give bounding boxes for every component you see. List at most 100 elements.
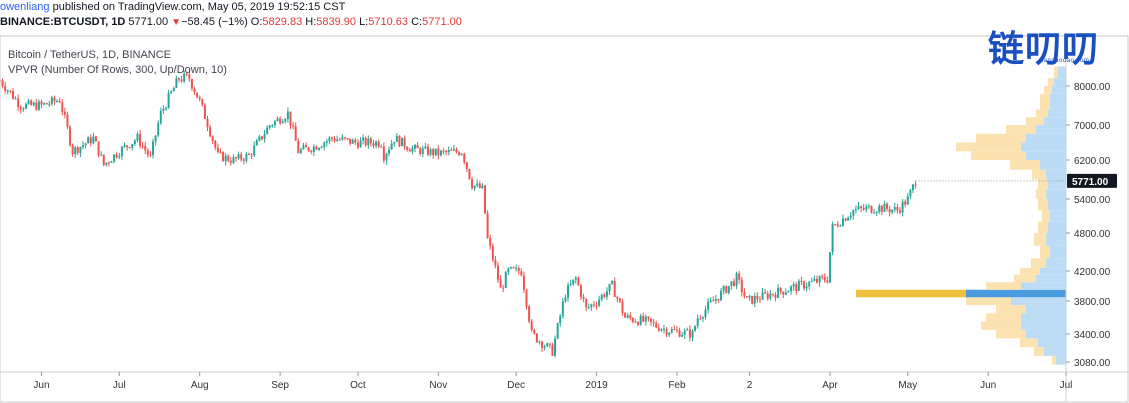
vp-down-bar [1010, 160, 1040, 170]
candle-down [764, 292, 767, 294]
candle-down [823, 277, 826, 281]
candle-down [491, 245, 494, 260]
candle-down [468, 168, 471, 180]
candle-up [312, 146, 315, 153]
candle-up [170, 91, 173, 94]
vp-down-bar [1032, 169, 1046, 180]
candle-up [911, 184, 914, 191]
candle-down [63, 111, 66, 115]
candle-up [611, 281, 614, 285]
candle-down [61, 102, 64, 112]
vp-down-bar [1036, 109, 1048, 118]
candle-up [385, 153, 388, 161]
candle-down [356, 142, 359, 148]
candle-up [543, 346, 546, 348]
candle-up [784, 292, 787, 295]
candle-up [452, 149, 455, 151]
candle-up [375, 141, 378, 146]
candle-up [395, 135, 398, 142]
candle-down [551, 344, 554, 356]
candle-down [242, 159, 245, 161]
price-badge-label: 5771.00 [1072, 177, 1109, 188]
x-tick-label: 2019 [585, 380, 608, 391]
candle-up [318, 147, 321, 150]
author-link[interactable]: owenliang [0, 1, 50, 13]
candle-down [128, 147, 131, 149]
candle-down [880, 205, 883, 212]
candle-down [408, 149, 411, 152]
candle-down [426, 146, 429, 155]
candle-up [572, 279, 575, 285]
candle-up [6, 90, 9, 92]
candle-down [782, 291, 785, 295]
candle-up [87, 137, 90, 144]
vp-up-bar [1038, 338, 1066, 348]
vp-down-bar [1031, 258, 1046, 268]
candle-up [164, 107, 167, 109]
candle-down [675, 329, 678, 331]
candle-down [307, 147, 310, 151]
candle-up [434, 148, 437, 156]
candle-up [909, 190, 912, 197]
candle-down [548, 343, 551, 345]
candle-down [372, 143, 375, 146]
candle-down [520, 271, 523, 276]
candle-down [219, 151, 222, 153]
vp-down-bar [1036, 189, 1046, 199]
candle-up [284, 119, 287, 122]
candle-up [302, 145, 305, 150]
candle-up [32, 102, 35, 106]
candle-down [535, 333, 538, 343]
candle-down [315, 146, 318, 150]
candle-down [9, 90, 12, 92]
candle-up [328, 137, 331, 142]
candle-down [346, 138, 349, 140]
candle-up [600, 294, 603, 300]
y-tick-label: 3400.00 [1074, 330, 1111, 341]
candle-up [878, 205, 881, 212]
candle-down [115, 154, 118, 158]
candle-down [826, 280, 829, 283]
candle-up [720, 290, 723, 301]
candle-up [873, 212, 876, 214]
x-tick-label: May [898, 380, 917, 391]
candle-down [11, 91, 14, 99]
y-tick-label: 6200.00 [1074, 156, 1111, 167]
vp-up-bar [1050, 101, 1066, 110]
candle-down [496, 265, 499, 280]
candle-down [380, 146, 383, 148]
candle-down [260, 136, 263, 140]
candle-up [792, 284, 795, 287]
candle-up [14, 98, 17, 100]
candle-down [870, 205, 873, 213]
candle-up [507, 268, 510, 273]
candle-up [460, 153, 463, 155]
candle-up [362, 137, 365, 141]
candle-down [717, 298, 720, 301]
candle-up [730, 281, 733, 286]
candle-down [725, 286, 728, 293]
candle-down [338, 139, 341, 141]
candle-up [893, 207, 896, 210]
high-label: H: [305, 16, 317, 28]
vp-up-bar [1058, 66, 1066, 79]
vp-down-bar [976, 133, 1026, 143]
candle-down [499, 279, 502, 288]
candle-up [875, 211, 878, 213]
candle-up [569, 284, 572, 286]
candle-down [603, 294, 606, 297]
candle-down [1, 80, 4, 87]
low-value: 5710.63 [368, 16, 409, 28]
vp-down-bar [1014, 274, 1036, 283]
x-tick-label: Apr [822, 380, 838, 391]
vp-down-bar [956, 142, 1021, 152]
candle-down [699, 318, 702, 320]
candle-up [100, 154, 103, 156]
candle-up [439, 150, 442, 156]
candle-up [43, 103, 46, 105]
price-badge [1067, 173, 1117, 188]
vp-up-bar [1046, 189, 1066, 199]
candle-up [84, 143, 87, 146]
candle-down [642, 315, 645, 322]
